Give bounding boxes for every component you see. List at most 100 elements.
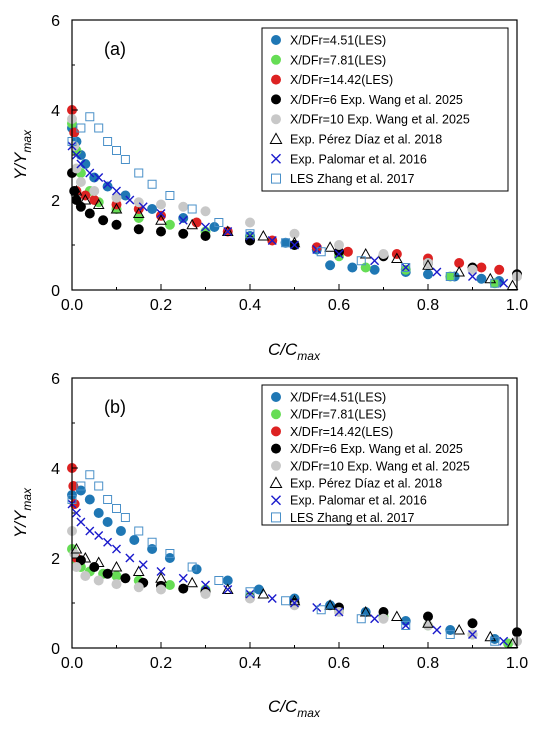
panel-b-point — [120, 513, 130, 522]
panel-a-point — [85, 168, 95, 178]
panel-a-point — [103, 137, 113, 146]
panel-b-point — [223, 585, 233, 594]
panel-b-point — [112, 504, 121, 513]
panel-a-point — [76, 159, 86, 169]
panel-a-y-tick-label: 6 — [51, 13, 60, 30]
panel-a-point — [267, 236, 277, 245]
panel-a-point — [490, 278, 500, 288]
panel-a-point — [334, 249, 344, 259]
panel-a-point — [111, 219, 122, 230]
panel-b-legend-items: X/DFr=4.51(LES) X/DFr=7.81(LES) X/DFr=14.4… — [269, 391, 470, 525]
panel-a-legend-marker — [271, 114, 281, 125]
panel-a-point — [324, 241, 336, 252]
panel-b-point — [490, 636, 500, 646]
panel-b-y-tick-label: 2 — [51, 551, 60, 568]
panel-a-x-tick-label: 0.0 — [61, 297, 83, 314]
panel-a-point — [476, 262, 487, 273]
panel-a-point — [257, 229, 270, 241]
panel-a-point — [125, 195, 135, 205]
panel-b-point — [156, 567, 166, 576]
panel-a-x-tick-label: 1.0 — [506, 297, 528, 314]
panel-a-legend-label: Exp. Palomar et al. 2016 — [290, 152, 427, 166]
panel-b-legend-marker — [271, 426, 281, 437]
panel-a-point — [221, 225, 234, 236]
panel-b-marks — [67, 463, 522, 649]
panel-a-point — [453, 265, 465, 277]
panel-a-point — [112, 146, 121, 155]
panel-a-point — [370, 256, 380, 266]
panel-a-point — [245, 217, 255, 228]
panel-b-point — [401, 621, 411, 630]
panel-a-point — [89, 195, 100, 205]
panel-b-x-tick-label: 0.4 — [239, 655, 261, 672]
panel-a-point — [76, 123, 86, 133]
panel-b-legend-marker — [271, 495, 281, 506]
panel-a-point — [499, 278, 509, 288]
panel-b-y-tick-label: 0 — [51, 641, 60, 658]
panel-b-point — [201, 580, 210, 590]
panel-b-y-title-main: Y/Y — [11, 509, 30, 538]
panel-b-point — [316, 605, 326, 615]
panel-a-point — [201, 222, 210, 232]
panel-b-point — [133, 582, 144, 593]
panel-a-ticks: 0.0 0.2 0.4 0.6 0.8 1.0 0 2 4 6 — [51, 13, 528, 314]
panel-b-legend-label: X/DFr=6 Exp. Wang et al. 2025 — [290, 442, 463, 456]
panel-b-point — [138, 560, 148, 570]
panel-b-point — [253, 584, 264, 595]
panel-b-point — [147, 537, 157, 547]
panel-a-point — [334, 240, 344, 250]
panel-a-point — [245, 231, 255, 241]
panel-b-point — [134, 526, 144, 536]
panel-b-point — [499, 636, 509, 646]
panel-a-point — [422, 259, 434, 270]
panel-b-legend-box — [261, 384, 509, 526]
panel-b-point — [222, 575, 233, 586]
panel-a-legend-box — [261, 27, 509, 192]
panel-a-point — [186, 218, 198, 230]
panel-a-x-axis-title: C/Cmax — [268, 340, 321, 363]
panel-a-point — [147, 204, 158, 214]
panel-b-point — [356, 614, 366, 624]
panel-a-point — [187, 204, 197, 214]
panel-a-point — [445, 271, 456, 282]
panel-b-legend-marker — [271, 392, 281, 402]
panel-a-point — [369, 264, 380, 275]
panel-b-legend-marker — [269, 476, 283, 488]
panel-b-x-tick-label: 1.0 — [506, 655, 528, 672]
panel-b-point — [245, 589, 255, 599]
panel-a-x-tick-label: 0.4 — [239, 297, 261, 314]
panel-a-legend-items: X/DFr=4.51(LES) X/DFr=7.81(LES) X/DFr=14.4… — [269, 34, 470, 186]
panel-a-legend-marker — [271, 153, 281, 164]
panel-a-legend-marker — [271, 173, 281, 184]
panel-a-point — [147, 179, 157, 189]
panel-b-point — [187, 562, 197, 572]
panel-b-point — [79, 551, 92, 563]
panel-b-legend-marker — [271, 512, 281, 523]
panel-a-label: (a) — [104, 39, 126, 59]
panel-b-x-title-sub: max — [297, 706, 321, 720]
panel-b-point — [156, 584, 166, 595]
panel-a-legend-label: Exp. Pérez Díaz et al. 2018 — [290, 133, 442, 147]
panel-a-point — [112, 186, 121, 196]
panel-a-point — [132, 207, 145, 218]
panel-b-point — [93, 575, 104, 586]
panel-b-point — [94, 481, 104, 491]
panel-b-y-axis-title: Y/Ymax — [11, 487, 34, 538]
panel-a-point — [445, 272, 455, 281]
panel-b-legend-marker — [271, 443, 281, 454]
panel-a-point — [75, 177, 86, 187]
panel-a-legend-marker — [269, 132, 283, 144]
panel-a-legend-marker — [271, 94, 281, 105]
panel-a-point — [356, 256, 366, 266]
panel-b-point — [111, 571, 122, 581]
panel-a-point — [138, 202, 148, 212]
panel-a-y-tick-label: 4 — [51, 103, 60, 120]
panel-a-point — [290, 240, 299, 250]
panel-a-point — [178, 228, 189, 239]
panel-a-point — [401, 263, 411, 272]
panel-a-point — [133, 224, 144, 235]
panel-a-point — [71, 150, 81, 160]
panel-a-point — [223, 227, 233, 236]
panel-b-point — [94, 531, 104, 540]
panel-b-point — [453, 623, 465, 635]
